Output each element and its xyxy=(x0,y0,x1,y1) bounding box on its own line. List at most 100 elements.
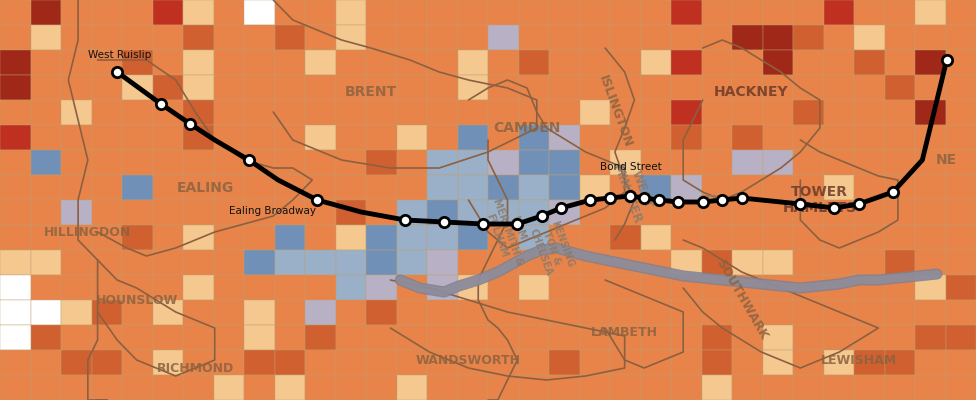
Bar xyxy=(640,100,671,125)
Bar xyxy=(671,225,702,250)
Bar xyxy=(61,375,92,400)
Bar xyxy=(854,250,884,275)
Bar xyxy=(580,125,610,150)
Bar xyxy=(549,200,580,225)
Bar xyxy=(884,325,915,350)
Bar xyxy=(488,325,518,350)
Bar xyxy=(915,225,946,250)
Bar xyxy=(92,0,122,25)
Bar xyxy=(336,300,366,325)
Bar xyxy=(793,50,824,75)
Bar xyxy=(610,325,640,350)
Bar xyxy=(183,150,214,175)
Bar xyxy=(30,225,61,250)
Bar xyxy=(671,175,702,200)
Bar xyxy=(762,275,793,300)
Bar xyxy=(244,125,274,150)
Bar xyxy=(122,0,152,25)
Bar xyxy=(366,150,396,175)
Bar xyxy=(854,225,884,250)
Bar xyxy=(30,150,61,175)
Bar xyxy=(152,350,183,375)
Bar xyxy=(732,25,762,50)
Bar xyxy=(580,225,610,250)
Bar xyxy=(0,250,30,275)
Point xyxy=(397,217,413,223)
Bar xyxy=(396,150,427,175)
Bar xyxy=(427,50,458,75)
Bar xyxy=(122,350,152,375)
Bar xyxy=(305,100,336,125)
Bar xyxy=(793,350,824,375)
Bar xyxy=(305,150,336,175)
Bar xyxy=(366,250,396,275)
Text: SOUTHWARK: SOUTHWARK xyxy=(713,258,770,342)
Bar xyxy=(549,150,580,175)
Bar xyxy=(366,200,396,225)
Bar xyxy=(793,375,824,400)
Bar xyxy=(915,75,946,100)
Bar xyxy=(244,0,274,25)
Bar xyxy=(152,175,183,200)
Text: HILLINGDON: HILLINGDON xyxy=(44,226,132,238)
Bar xyxy=(336,150,366,175)
Bar xyxy=(762,25,793,50)
Bar xyxy=(61,50,92,75)
Bar xyxy=(824,175,854,200)
Bar xyxy=(30,0,61,25)
Bar xyxy=(92,75,122,100)
Bar xyxy=(214,75,244,100)
Bar xyxy=(640,300,671,325)
Bar xyxy=(946,100,976,125)
Bar xyxy=(122,325,152,350)
Bar xyxy=(183,100,214,125)
Bar xyxy=(854,200,884,225)
Bar xyxy=(488,100,518,125)
Bar xyxy=(610,225,640,250)
Bar xyxy=(518,0,549,25)
Bar xyxy=(824,0,854,25)
Bar xyxy=(427,375,458,400)
Bar xyxy=(30,375,61,400)
Point xyxy=(885,189,901,195)
Bar xyxy=(366,100,396,125)
Bar xyxy=(946,0,976,25)
Bar xyxy=(518,125,549,150)
Bar xyxy=(640,225,671,250)
Bar xyxy=(458,275,488,300)
Point xyxy=(309,197,325,203)
Bar xyxy=(549,75,580,100)
Bar xyxy=(0,325,30,350)
Bar xyxy=(92,300,122,325)
Bar xyxy=(671,150,702,175)
Bar xyxy=(518,250,549,275)
Bar xyxy=(0,300,30,325)
Bar xyxy=(61,150,92,175)
Bar xyxy=(244,250,274,275)
Bar xyxy=(152,0,183,25)
Bar xyxy=(274,200,305,225)
Bar xyxy=(671,75,702,100)
Bar xyxy=(915,0,946,25)
Bar xyxy=(518,200,549,225)
Bar xyxy=(122,200,152,225)
Bar xyxy=(122,75,152,100)
Bar xyxy=(946,275,976,300)
Point xyxy=(553,205,569,211)
Bar xyxy=(518,50,549,75)
Text: BRENT: BRENT xyxy=(345,85,397,99)
Bar xyxy=(336,375,366,400)
Bar xyxy=(122,175,152,200)
Bar xyxy=(305,75,336,100)
Bar xyxy=(214,100,244,125)
Text: LAMBETH: LAMBETH xyxy=(591,326,658,338)
Bar xyxy=(152,50,183,75)
Bar xyxy=(244,175,274,200)
Bar xyxy=(488,150,518,175)
Bar xyxy=(0,275,30,300)
Bar xyxy=(884,225,915,250)
Bar xyxy=(183,200,214,225)
Bar xyxy=(152,150,183,175)
Bar xyxy=(274,275,305,300)
Bar xyxy=(854,350,884,375)
